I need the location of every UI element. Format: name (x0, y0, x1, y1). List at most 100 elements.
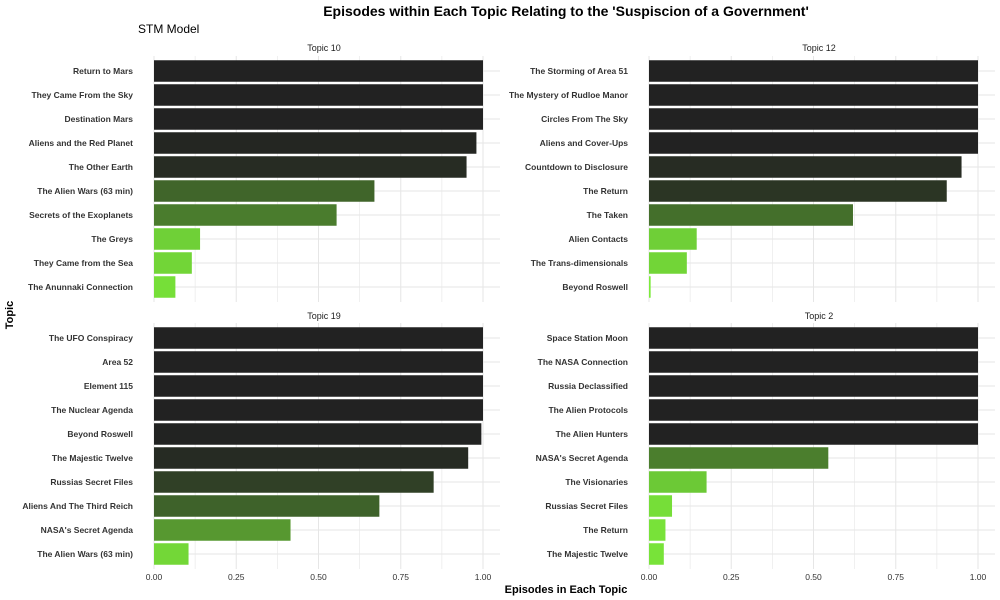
y-tick-label: The Storming of Area 51 (530, 66, 628, 76)
y-tick-label: The Majestic Twelve (547, 549, 628, 559)
y-tick-label: Element 115 (84, 381, 133, 391)
panel-strip-label: Topic 12 (802, 43, 836, 53)
x-tick-label: 0.50 (805, 572, 822, 582)
y-tick-label: The Greys (91, 234, 133, 244)
bar (154, 204, 337, 226)
y-tick-label: Area 52 (102, 357, 133, 367)
y-tick-label: Aliens And The Third Reich (22, 501, 133, 511)
y-tick-label: The Alien Wars (63 min) (37, 549, 133, 559)
y-tick-label: The UFO Conspiracy (49, 333, 133, 343)
panel-topic-10: Topic 10 Return to Mars They Came From the… (28, 43, 500, 302)
panel-topic-12: Topic 12 The Storming of Area 51 The Myste… (509, 43, 995, 302)
y-tick-label: Beyond Roswell (67, 429, 133, 439)
y-tick-label: The Anunnaki Connection (28, 282, 133, 292)
chart-subtitle: STM Model (138, 22, 199, 36)
x-tick-label: 1.00 (475, 572, 492, 582)
x-tick-label: 0.25 (723, 572, 740, 582)
bar (154, 519, 291, 541)
bar (649, 180, 947, 202)
bar (649, 447, 829, 469)
y-tick-label: Aliens and the Red Planet (29, 138, 134, 148)
bar (154, 375, 483, 397)
bar (154, 423, 482, 445)
y-tick-label: Aliens and Cover-Ups (540, 138, 629, 148)
panel-topic-2: Topic 2 Space Station Moon The NASA Connec… (536, 311, 995, 582)
bar (649, 276, 651, 298)
panel-strip-label: Topic 2 (805, 311, 834, 321)
y-tick-label: The Taken (587, 210, 628, 220)
bar (154, 132, 477, 154)
x-tick-label: 0.50 (310, 572, 327, 582)
y-axis-title: Topic (4, 301, 16, 330)
bar (649, 327, 978, 349)
bar (649, 399, 978, 421)
bar (154, 228, 201, 250)
bar (649, 351, 978, 373)
y-tick-label: Destination Mars (65, 114, 134, 124)
y-tick-label: The Return (583, 525, 628, 535)
bar (154, 495, 380, 517)
bar (154, 60, 483, 82)
y-tick-label: The Alien Hunters (556, 429, 629, 439)
y-tick-label: The Alien Protocols (548, 405, 628, 415)
bar (154, 108, 483, 130)
y-tick-label: Circles From The Sky (541, 114, 628, 124)
y-tick-label: They Came From the Sky (31, 90, 133, 100)
bar (154, 252, 192, 274)
x-tick-label: 0.00 (641, 572, 658, 582)
y-tick-label: The Visionaries (565, 477, 628, 487)
y-tick-label: The Return (583, 186, 628, 196)
bar (649, 495, 673, 517)
bar (154, 84, 483, 106)
bar (649, 108, 978, 130)
x-tick-label: 0.00 (146, 572, 163, 582)
bar (154, 399, 483, 421)
y-tick-label: The Trans-dimensionals (531, 258, 629, 268)
y-tick-label: The Majestic Twelve (52, 453, 133, 463)
bar (649, 375, 978, 397)
x-tick-label: 0.75 (887, 572, 904, 582)
y-tick-label: The Alien Wars (63 min) (37, 186, 133, 196)
y-tick-label: Russia Declassified (548, 381, 628, 391)
bar (649, 543, 664, 565)
bar (154, 156, 467, 178)
bar (649, 519, 666, 541)
bar (649, 228, 697, 250)
y-tick-label: Secrets of the Exoplanets (29, 210, 133, 220)
x-axis-title: Episodes in Each Topic (505, 584, 628, 596)
bar (649, 204, 853, 226)
bar (154, 471, 434, 493)
y-tick-label: The Mystery of Rudloe Manor (509, 90, 629, 100)
panel-strip-label: Topic 10 (307, 43, 341, 53)
y-tick-label: The Other Earth (69, 162, 133, 172)
y-tick-label: The NASA Connection (538, 357, 628, 367)
bar (649, 423, 978, 445)
bar (154, 327, 483, 349)
x-tick-label: 1.00 (970, 572, 987, 582)
panel-topic-19: Topic 19 The UFO Conspiracy Area 52 Element… (22, 311, 500, 582)
bar (649, 132, 978, 154)
y-tick-label: Countdown to Disclosure (525, 162, 628, 172)
bar (154, 276, 176, 298)
y-tick-label: The Nuclear Agenda (51, 405, 133, 415)
y-tick-label: Beyond Roswell (562, 282, 628, 292)
bar (154, 351, 483, 373)
y-tick-label: Russias Secret Files (545, 501, 628, 511)
x-tick-label: 0.25 (228, 572, 245, 582)
bar (649, 84, 978, 106)
y-tick-label: Alien Contacts (568, 234, 628, 244)
bar (154, 180, 375, 202)
bar (649, 252, 687, 274)
y-tick-label: Return to Mars (73, 66, 133, 76)
panels: Topic 10 Return to Mars They Came From the… (22, 43, 995, 582)
y-tick-label: NASA's Secret Agenda (41, 525, 134, 535)
chart-title: Episodes within Each Topic Relating to t… (323, 3, 809, 19)
y-tick-label: They Came from the Sea (34, 258, 133, 268)
panel-strip-label: Topic 19 (307, 311, 341, 321)
bar (154, 447, 469, 469)
y-tick-label: NASA's Secret Agenda (536, 453, 629, 463)
bar (649, 471, 707, 493)
y-tick-label: Russias Secret Files (50, 477, 133, 487)
bar (649, 156, 962, 178)
